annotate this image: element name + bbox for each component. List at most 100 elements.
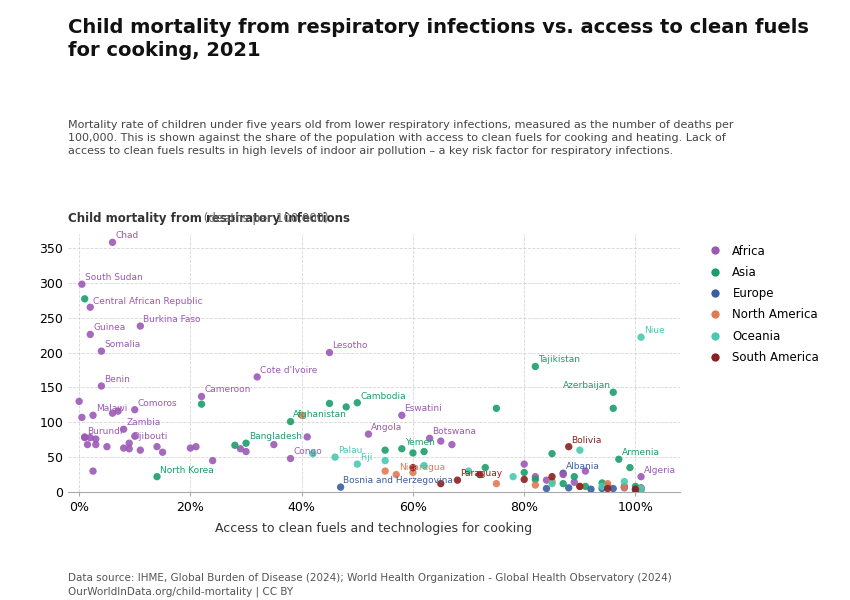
- Point: [239, 439, 252, 448]
- Text: Burkina Faso: Burkina Faso: [143, 315, 201, 324]
- Text: North Korea: North Korea: [160, 466, 213, 475]
- Point: [150, 472, 164, 481]
- Point: [86, 410, 99, 420]
- Point: [562, 442, 575, 451]
- Point: [606, 484, 620, 493]
- Point: [323, 348, 337, 358]
- Text: Niue: Niue: [643, 326, 665, 335]
- Text: Paraguay: Paraguay: [460, 469, 502, 478]
- Text: Somalia: Somalia: [105, 340, 140, 349]
- Point: [111, 406, 125, 416]
- Point: [361, 430, 375, 439]
- Point: [562, 483, 575, 493]
- Point: [190, 442, 203, 451]
- Point: [105, 238, 119, 247]
- Point: [618, 483, 632, 493]
- Point: [557, 469, 570, 478]
- Point: [629, 482, 643, 491]
- Point: [350, 460, 364, 469]
- Point: [634, 483, 648, 493]
- Point: [629, 484, 643, 494]
- Point: [634, 472, 648, 481]
- Point: [78, 294, 92, 304]
- Point: [251, 372, 264, 382]
- Point: [462, 466, 475, 476]
- Point: [601, 484, 615, 493]
- Point: [300, 432, 314, 442]
- Point: [94, 346, 108, 356]
- Point: [518, 460, 531, 469]
- Point: [450, 475, 464, 485]
- Text: Cambodia: Cambodia: [360, 392, 405, 401]
- Point: [557, 470, 570, 479]
- Point: [618, 477, 632, 487]
- Point: [473, 470, 486, 479]
- Point: [618, 482, 632, 491]
- Point: [72, 397, 86, 406]
- Point: [75, 280, 88, 289]
- Point: [128, 405, 142, 415]
- Point: [568, 472, 581, 481]
- Text: Child mortality from respiratory infections vs. access to clean fuels
for cookin: Child mortality from respiratory infecti…: [68, 18, 809, 61]
- Point: [406, 448, 420, 458]
- Point: [306, 449, 320, 458]
- Point: [545, 449, 558, 458]
- Point: [434, 436, 448, 446]
- Text: Burundi: Burundi: [88, 427, 123, 436]
- Point: [579, 482, 592, 491]
- Text: Botswana: Botswana: [433, 427, 476, 436]
- Point: [234, 444, 247, 454]
- Point: [422, 434, 436, 443]
- Text: Bosnia and Herzegovina: Bosnia and Herzegovina: [343, 476, 453, 485]
- Point: [529, 362, 542, 371]
- Point: [156, 448, 169, 457]
- Text: Malawi: Malawi: [96, 404, 127, 413]
- Point: [389, 470, 403, 479]
- Point: [573, 482, 586, 491]
- Point: [239, 447, 252, 457]
- Point: [105, 409, 119, 418]
- Point: [378, 466, 392, 476]
- Point: [540, 484, 553, 493]
- Point: [395, 410, 409, 420]
- Point: [573, 482, 586, 491]
- Point: [595, 484, 609, 493]
- Text: Central African Republic: Central African Republic: [93, 297, 202, 306]
- Point: [295, 410, 309, 420]
- Text: Chad: Chad: [116, 231, 139, 240]
- Text: Lesotho: Lesotho: [332, 341, 368, 350]
- Point: [601, 481, 615, 491]
- Point: [78, 432, 92, 442]
- Point: [350, 398, 364, 407]
- Point: [83, 433, 97, 442]
- Point: [195, 392, 208, 401]
- Text: Child mortality from respiratory infections: Child mortality from respiratory infecti…: [68, 212, 350, 225]
- Point: [206, 456, 219, 466]
- Point: [573, 445, 586, 455]
- Point: [150, 442, 164, 451]
- Point: [128, 431, 142, 441]
- Point: [184, 443, 197, 453]
- Point: [618, 482, 632, 492]
- Point: [94, 381, 108, 391]
- Point: [540, 475, 553, 485]
- Point: [417, 447, 431, 457]
- Point: [195, 400, 208, 409]
- Point: [378, 445, 392, 455]
- Point: [116, 443, 130, 453]
- Point: [634, 485, 648, 495]
- Text: Comoros: Comoros: [138, 398, 177, 407]
- Point: [568, 478, 581, 487]
- Point: [445, 440, 459, 449]
- Text: Tajikistan: Tajikistan: [538, 355, 581, 364]
- Point: [434, 479, 448, 488]
- Text: Mortality rate of children under five years old from lower respiratory infection: Mortality rate of children under five ye…: [68, 120, 734, 157]
- Point: [634, 484, 648, 493]
- Point: [122, 439, 136, 448]
- Legend: Africa, Asia, Europe, North America, Oceania, South America: Africa, Asia, Europe, North America, Oce…: [698, 240, 824, 368]
- Point: [634, 332, 648, 342]
- Point: [378, 456, 392, 466]
- Point: [629, 484, 643, 494]
- Text: Angola: Angola: [371, 423, 402, 432]
- Point: [595, 482, 609, 491]
